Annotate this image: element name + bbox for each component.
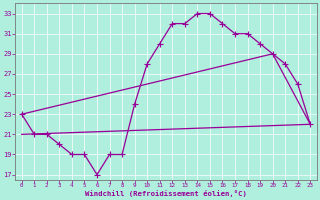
X-axis label: Windchill (Refroidissement éolien,°C): Windchill (Refroidissement éolien,°C): [85, 190, 247, 197]
